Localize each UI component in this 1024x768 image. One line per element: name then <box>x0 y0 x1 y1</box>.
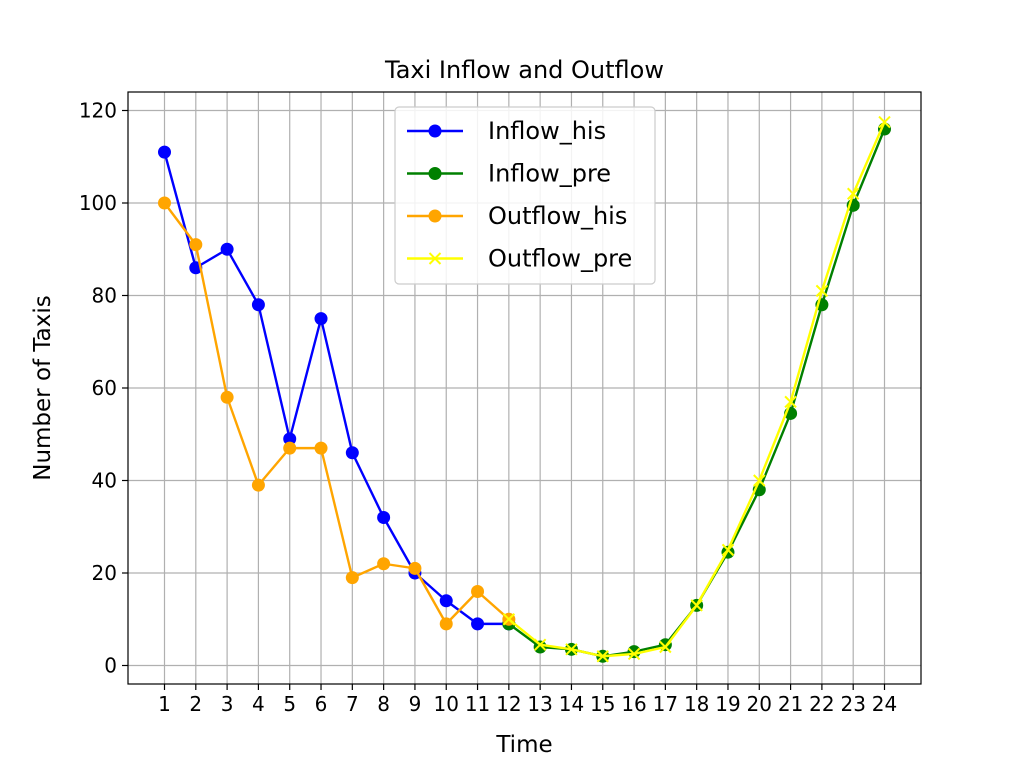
data-point <box>220 242 234 256</box>
y-tick-label: 60 <box>92 376 117 400</box>
x-axis: 1 2 3 4 5 6 7 8 9 10 11 12 13 14 15 16 17 18 19 20 21 22 23 24 <box>158 684 897 716</box>
legend-swatch-marker <box>428 124 442 138</box>
series-inflow-his <box>158 145 516 631</box>
data-point <box>533 640 547 654</box>
x-tick-label: 2 <box>189 692 202 716</box>
y-tick-label: 120 <box>79 99 117 123</box>
x-tick-label: 4 <box>252 692 265 716</box>
x-tick-label: 9 <box>409 692 422 716</box>
legend-item: Outflow_pre <box>407 245 632 273</box>
legend-label: Outflow_pre <box>488 245 632 273</box>
x-tick-label: 7 <box>346 692 359 716</box>
data-point <box>251 478 265 492</box>
chart-title: Taxi Inflow and Outflow <box>384 56 664 84</box>
legend-swatch-marker <box>428 209 442 223</box>
data-point <box>878 115 891 129</box>
series-outflow-pre <box>502 115 891 663</box>
x-tick-label: 3 <box>221 692 234 716</box>
legend-swatch-marker <box>428 167 442 180</box>
x-tick-label: 8 <box>377 692 390 716</box>
data-point <box>377 511 391 524</box>
x-tick-label: 13 <box>527 692 552 716</box>
x-tick-label: 19 <box>715 692 740 716</box>
x-axis-label: Time <box>495 732 552 758</box>
data-point <box>753 474 766 487</box>
data-point <box>345 571 359 585</box>
legend: Inflow_his Inflow_pre Outflow_his Outflow_p… <box>394 106 656 285</box>
data-point <box>846 187 860 200</box>
legend-label: Inflow_his <box>488 117 606 145</box>
legend-label: Inflow_pre <box>488 160 611 188</box>
data-point <box>283 441 297 455</box>
data-point <box>659 640 672 654</box>
data-point <box>220 390 234 404</box>
x-tick-label: 15 <box>590 692 615 716</box>
x-tick-label: 11 <box>465 692 490 716</box>
data-point <box>439 617 453 631</box>
legend-item: Inflow_pre <box>407 160 611 188</box>
series-line <box>163 202 510 626</box>
x-tick-label: 10 <box>434 692 459 716</box>
data-point <box>189 238 203 252</box>
y-tick-label: 100 <box>79 191 117 215</box>
data-point <box>158 196 171 210</box>
data-point <box>314 441 328 455</box>
data-point <box>283 432 297 446</box>
x-tick-label: 24 <box>872 692 897 716</box>
data-point <box>471 585 485 598</box>
x-tick-label: 17 <box>653 692 678 716</box>
data-point <box>627 647 641 661</box>
data-point <box>345 446 359 460</box>
legend-swatch-marker <box>428 252 442 265</box>
data-point <box>533 638 547 651</box>
legend-box <box>394 106 656 285</box>
x-tick-label: 16 <box>621 692 646 716</box>
y-axis: 0 20 40 60 80 100 120 <box>79 99 128 678</box>
y-tick-label: 80 <box>92 284 117 308</box>
legend-label: Outflow_his <box>488 202 627 230</box>
data-point <box>439 594 453 608</box>
x-tick-label: 21 <box>778 692 803 716</box>
legend-item: Inflow_his <box>407 117 606 145</box>
data-point <box>408 561 422 575</box>
data-point <box>377 557 391 571</box>
x-tick-label: 6 <box>315 692 328 716</box>
x-tick-label: 23 <box>840 692 865 716</box>
x-tick-label: 12 <box>496 692 521 716</box>
x-tick-label: 20 <box>747 692 772 716</box>
data-point <box>502 613 516 626</box>
data-point <box>627 645 641 659</box>
data-point <box>596 650 609 663</box>
x-tick-label: 22 <box>809 692 834 716</box>
series-layer <box>158 115 891 663</box>
x-tick-label: 18 <box>684 692 709 716</box>
data-point <box>251 298 265 312</box>
data-point <box>314 312 328 326</box>
y-axis-label: Number of Taxis <box>30 295 56 481</box>
data-point <box>815 284 829 298</box>
y-tick-label: 0 <box>104 654 117 678</box>
y-tick-label: 40 <box>92 469 117 493</box>
data-point <box>690 599 703 612</box>
x-tick-label: 5 <box>283 692 296 716</box>
x-tick-label: 1 <box>158 692 171 716</box>
x-tick-label: 14 <box>559 692 584 716</box>
y-tick-label: 20 <box>92 561 117 585</box>
data-point <box>784 395 797 409</box>
legend-item: Outflow_his <box>407 202 627 230</box>
data-point <box>565 643 578 656</box>
data-point <box>471 617 485 631</box>
data-point <box>158 145 171 159</box>
data-point <box>721 543 735 557</box>
